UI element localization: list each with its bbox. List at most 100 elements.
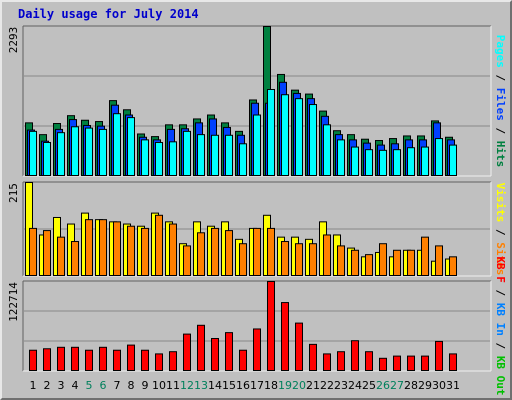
bar-kb-f bbox=[43, 348, 51, 371]
bar-sites bbox=[29, 227, 37, 276]
bar-sites bbox=[155, 214, 163, 276]
legend-part: / bbox=[494, 336, 507, 356]
day-label: 19 bbox=[278, 379, 292, 392]
bar-pages bbox=[29, 130, 37, 176]
bar-pages bbox=[141, 139, 149, 176]
day-label: 13 bbox=[194, 379, 208, 392]
day-label: 27 bbox=[390, 379, 404, 392]
day-label: 20 bbox=[292, 379, 306, 392]
bar-pages bbox=[449, 144, 457, 176]
bar-kb-f bbox=[407, 355, 415, 371]
bar-kb-f bbox=[239, 349, 247, 371]
legend-part: / bbox=[494, 283, 507, 303]
bar-kb-f bbox=[211, 337, 219, 371]
day-label: 3 bbox=[58, 379, 65, 392]
bar-pages bbox=[407, 147, 415, 176]
bar-kb-f bbox=[71, 346, 79, 371]
bar-sites bbox=[309, 243, 317, 276]
day-label: 2 bbox=[44, 379, 51, 392]
bar-sites bbox=[393, 249, 401, 276]
bar-pages bbox=[99, 128, 107, 176]
bar-kb-f bbox=[127, 344, 135, 371]
bar-sites bbox=[141, 227, 149, 276]
bar-kb-f bbox=[267, 281, 275, 371]
y-max-label-kb: 122714 bbox=[7, 282, 20, 322]
bar-kb-f bbox=[393, 355, 401, 371]
bar-kb-f bbox=[57, 346, 65, 371]
bar-kb-f bbox=[379, 357, 387, 371]
bar-kb-f bbox=[253, 328, 261, 371]
chart-title: Daily usage for July 2014 bbox=[18, 7, 199, 21]
bar-sites bbox=[183, 245, 191, 276]
legend-part: / bbox=[494, 222, 507, 242]
legend-part: KB Out bbox=[494, 356, 507, 396]
bar-kb-f bbox=[365, 351, 373, 371]
bar-kb-f bbox=[309, 343, 317, 371]
bar-pages bbox=[113, 113, 121, 176]
legend-part: Visits bbox=[494, 183, 507, 223]
bar-sites bbox=[71, 241, 79, 276]
bar-pages bbox=[365, 149, 373, 176]
bar-kb-f bbox=[141, 349, 149, 371]
bar-pages bbox=[393, 149, 401, 176]
bar-kb-f bbox=[155, 353, 163, 371]
bar-kb-f bbox=[169, 351, 177, 371]
day-label: 6 bbox=[100, 379, 107, 392]
day-label: 5 bbox=[86, 379, 93, 392]
bar-pages bbox=[351, 146, 359, 176]
bar-pages bbox=[323, 124, 331, 176]
bar-pages bbox=[71, 126, 79, 176]
bar-sites bbox=[323, 234, 331, 276]
bar-kb-f bbox=[113, 349, 121, 371]
day-label: 17 bbox=[250, 379, 264, 392]
bar-pages bbox=[253, 114, 261, 176]
bar-pages bbox=[267, 88, 275, 176]
bar-pages bbox=[239, 143, 247, 176]
legend-part: KB F bbox=[494, 256, 507, 283]
bar-pages bbox=[127, 117, 135, 176]
day-label: 14 bbox=[208, 379, 222, 392]
day-label: 18 bbox=[264, 379, 278, 392]
bar-sites bbox=[379, 243, 387, 276]
day-label: 25 bbox=[362, 379, 376, 392]
bar-kb-f bbox=[197, 324, 205, 371]
day-label: 31 bbox=[446, 379, 460, 392]
day-label: 21 bbox=[306, 379, 320, 392]
bar-sites bbox=[337, 245, 345, 276]
bar-sites bbox=[99, 219, 107, 276]
bar-sites bbox=[211, 227, 219, 276]
bar-pages bbox=[225, 134, 233, 176]
bar-sites bbox=[43, 230, 51, 276]
legend-part: KB In bbox=[494, 303, 507, 336]
bar-kb-f bbox=[337, 351, 345, 371]
legend-visits-sites: Visits / Sites bbox=[494, 183, 507, 276]
day-label: 22 bbox=[320, 379, 334, 392]
bar-kb-f bbox=[421, 355, 429, 371]
bar-pages bbox=[183, 130, 191, 176]
bar-kb-f bbox=[85, 349, 93, 371]
bar-sites bbox=[85, 219, 93, 276]
bar-kb-f bbox=[183, 333, 191, 371]
legend-part: Files bbox=[494, 88, 507, 121]
bar-pages bbox=[281, 94, 289, 176]
bar-pages bbox=[43, 141, 51, 176]
bar-sites bbox=[295, 243, 303, 276]
y-max-label-visits: 215 bbox=[7, 183, 20, 203]
bar-kb-f bbox=[351, 340, 359, 371]
bar-pages bbox=[337, 139, 345, 176]
bar-pages bbox=[211, 134, 219, 176]
day-label: 4 bbox=[72, 379, 79, 392]
day-label: 12 bbox=[180, 379, 194, 392]
bar-pages bbox=[421, 146, 429, 176]
legend-part: Pages bbox=[494, 35, 507, 68]
day-label: 24 bbox=[348, 379, 362, 392]
bar-pages bbox=[169, 141, 177, 176]
bar-sites bbox=[281, 241, 289, 276]
bar-pages bbox=[197, 134, 205, 176]
y-max-label-hits: 2293 bbox=[7, 27, 20, 54]
day-label: 16 bbox=[236, 379, 250, 392]
day-label: 7 bbox=[114, 379, 121, 392]
bar-sites bbox=[435, 245, 443, 276]
bar-sites bbox=[449, 256, 457, 276]
